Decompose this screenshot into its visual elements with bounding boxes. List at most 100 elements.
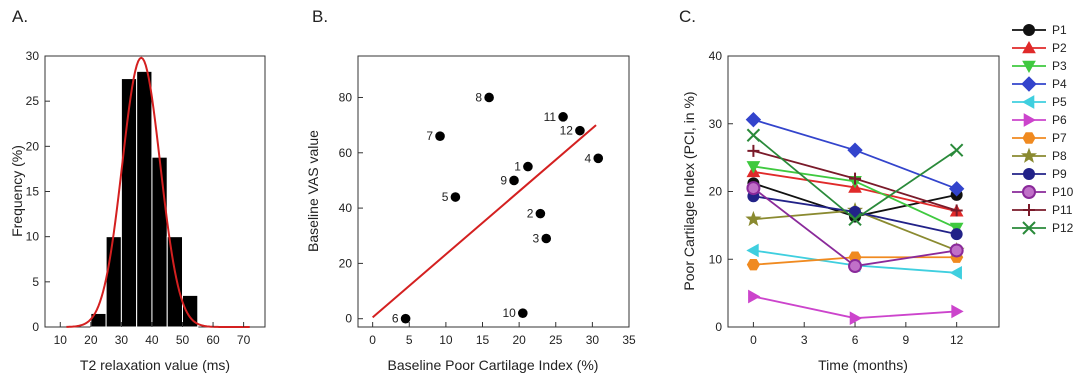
x-tick-label: 10 [439,333,453,347]
legend-swatch-marker [1022,132,1036,144]
series-p10 [746,181,964,274]
scatter-point-4 [593,153,604,164]
series-point-p3-0 [746,161,761,174]
y-tick-label: 20 [339,256,353,270]
legend-entry-p1: P1 [1012,23,1067,37]
y-tick-label: 15 [26,185,40,199]
legend-entry-p5: P5 [1012,95,1067,109]
y-tick-label: 60 [339,146,353,160]
panel-c-y-axis-title: Poor Cartilage Index (PCI, in %) [681,91,697,290]
panel-c-series [745,111,965,326]
panel-c-x-ticks: 0 3 6 9 12 [750,322,964,347]
panel-a-x-ticks: 10 20 30 40 50 60 70 [54,322,251,347]
scatter-point-12 [575,125,585,136]
legend-swatch-marker [1021,76,1037,92]
x-tick-label: 0 [750,333,757,347]
panel-a-y-axis-title: Frequency (%) [9,145,25,237]
panel-a-bars [90,70,199,328]
panel-a: A. 10 20 30 40 50 60 70 0 5 10 15 20 25 30 T2 relaxa… [9,7,266,373]
x-tick-label: 30 [586,333,600,347]
legend-label: P3 [1052,59,1067,73]
panel-b-y-axis-title: Baseline VAS value [305,130,321,252]
panel-a-y-ticks: 0 5 10 15 20 25 30 [26,49,50,334]
panel-a-fit-curve [66,56,250,328]
y-tick-label: 0 [345,312,352,326]
legend-label: P1 [1052,23,1067,37]
panel-b-y-ticks: 0 20 40 60 80 [339,90,363,326]
panel-c: C. 0 3 6 9 12 0 10 20 30 40 Time (months) Poor C… [679,7,1074,373]
scatter-point-label-12: 12 [560,124,574,138]
legend-swatch-marker [1023,168,1035,180]
scatter-point-label-4: 4 [585,151,592,165]
legend-swatch-marker [1022,60,1036,74]
x-tick-label: 30 [115,333,129,347]
panel-c-x-axis-title: Time (months) [818,357,908,373]
scatter-point-10 [517,308,528,318]
legend-swatch-marker [1023,24,1035,36]
series-p3 [746,161,964,236]
legend-swatch-marker [1022,185,1036,199]
x-tick-label: 12 [950,333,964,347]
series-point-p12-6 [848,212,862,226]
scatter-point-7 [435,131,445,141]
x-tick-label: 50 [176,333,190,347]
scatter-point-label-9: 9 [500,173,507,187]
scatter-point-label-3: 3 [533,232,540,246]
x-tick-label: 25 [549,333,563,347]
panel-b-x-ticks: 0 5 10 15 20 25 30 35 [369,322,636,347]
series-point-p9-6 [849,205,862,218]
series-point-p5-0 [746,243,759,258]
legend-swatch-marker [1022,40,1036,54]
scatter-point-1 [523,161,533,172]
y-tick-label: 10 [26,230,40,244]
series-point-p12-0 [746,128,761,142]
scatter-point-9 [509,175,519,186]
panel-c-legend: P1 P2 P3 P4 P5 P6 P7 P8 P9 P10 P11 P12 [1012,23,1074,235]
series-point-p4-0 [745,111,762,128]
panel-b-x-axis-title: Baseline Poor Cartilage Index (%) [388,357,599,373]
legend-entry-p11: P11 [1012,203,1073,217]
series-point-p7-0 [746,258,760,271]
scatter-point-3 [541,233,552,244]
series-point-p11-0 [747,144,760,157]
legend-label: P11 [1052,203,1073,217]
y-tick-label: 30 [709,117,723,131]
series-p4 [745,111,965,197]
histogram-bar-4 [136,70,153,328]
panel-b-label: B. [312,7,328,26]
scatter-point-8 [484,92,494,103]
y-tick-label: 80 [339,90,353,104]
x-tick-label: 40 [145,333,159,347]
y-tick-label: 20 [709,185,723,199]
series-point-p11-12 [950,204,963,217]
scatter-point-label-11: 11 [544,110,557,124]
legend-label: P6 [1052,113,1067,127]
scatter-point-label-1: 1 [514,160,521,174]
x-tick-label: 0 [369,333,376,347]
series-point-p12-12 [949,143,964,157]
scatter-point-2 [535,208,546,219]
legend-label: P2 [1052,41,1067,55]
y-tick-label: 0 [715,320,722,334]
scatter-point-6 [400,313,411,324]
scatter-point-label-8: 8 [475,90,482,104]
legend-entry-p6: P6 [1012,113,1067,127]
legend-entry-p7: P7 [1012,131,1067,145]
panel-a-x-axis-title: T2 relaxation value (ms) [80,357,230,373]
legend-entry-p4: P4 [1012,76,1067,92]
x-tick-label: 35 [622,333,636,347]
legend-entry-p10: P10 [1012,185,1074,199]
legend-swatch-marker [1020,147,1038,163]
y-tick-label: 40 [709,49,723,63]
histogram-bar-6 [166,236,184,328]
y-tick-label: 20 [26,139,40,153]
panel-c-y-ticks: 0 10 20 30 40 [709,49,733,334]
y-tick-label: 40 [339,201,353,215]
series-p7 [746,251,964,271]
x-tick-label: 6 [852,333,859,347]
panel-b-trend-line [371,124,597,319]
histogram-bar-5 [151,156,168,328]
